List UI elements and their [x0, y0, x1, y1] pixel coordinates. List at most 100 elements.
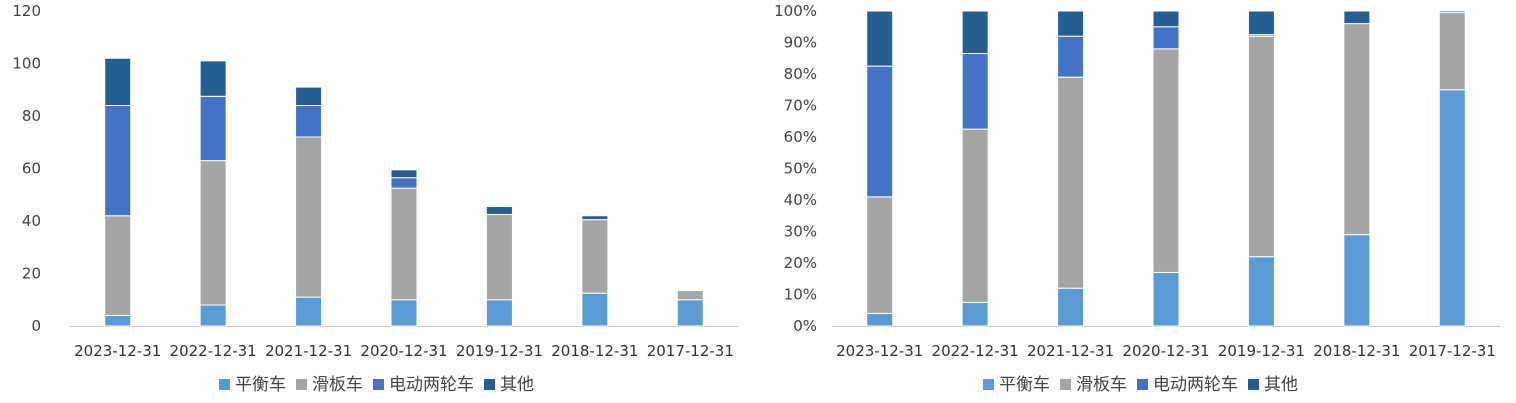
bar-segment-2 [961, 128, 989, 303]
y-tick-label: 50% [784, 160, 817, 178]
x-tick-label: 2018-12-31 [551, 342, 638, 360]
bar-segment-2 [199, 160, 227, 306]
bar-segment-4 [104, 57, 132, 106]
x-tick-label: 2018-12-31 [1313, 342, 1400, 360]
bar-segment-3 [961, 53, 989, 130]
bar-segment-1 [676, 299, 704, 327]
bar-segment-2 [1247, 35, 1275, 258]
x-tick-label: 2022-12-31 [170, 342, 257, 360]
x-tick-label: 2021-12-31 [1027, 342, 1114, 360]
y-tick-label: 80 [22, 107, 41, 125]
y-tick-label: 0 [31, 317, 41, 335]
bar-segment-1 [199, 304, 227, 327]
y-tick-label: 10% [784, 286, 817, 304]
bar-segment-1 [390, 299, 418, 327]
y-tick-label: 60% [784, 128, 817, 146]
bar-segment-1 [1343, 234, 1371, 327]
x-tick-label: 2023-12-31 [74, 342, 161, 360]
legend-label-4: 其他 [1264, 375, 1298, 395]
x-tick-label: 2021-12-31 [265, 342, 352, 360]
legend-label-4: 其他 [500, 375, 534, 395]
bar-segment-1 [1438, 89, 1466, 327]
legend-label-3: 电动两轮车 [389, 375, 474, 395]
legend-swatch-3 [1137, 379, 1148, 390]
x-tick-label: 2020-12-31 [360, 342, 447, 360]
bar-segment-2 [581, 219, 609, 294]
bar-segment-2 [390, 187, 418, 301]
x-tick-label: 2022-12-31 [932, 342, 1019, 360]
y-tick-label: 100% [774, 2, 817, 20]
y-tick-label: 60 [22, 160, 41, 178]
bar-segment-4 [1343, 10, 1371, 25]
x-tick-label: 2023-12-31 [836, 342, 923, 360]
y-tick-label: 90% [784, 34, 817, 52]
bar-segment-2 [1438, 12, 1466, 91]
bar-segment-4 [961, 10, 989, 55]
bar-segment-4 [1438, 10, 1466, 14]
bar-segment-2 [295, 136, 323, 298]
chart-right-percent: 0% 10% 20% 30% 40% 50% 60% 70% 80% 90% 100% 2023-12… [774, 2, 1500, 395]
y-tick-label: 40 [22, 212, 41, 230]
bar-segment-2 [866, 196, 894, 314]
bar-segment-3 [1152, 26, 1180, 50]
x-tick-label: 2017-12-31 [1409, 342, 1496, 360]
y-tick-label: 30% [784, 223, 817, 241]
bar-segment-2 [1343, 23, 1371, 236]
bar-segment-1 [866, 312, 894, 327]
legend-swatch-2 [296, 379, 307, 390]
bar-segment-3 [104, 105, 132, 217]
bar-segment-4 [295, 86, 323, 106]
y-tick-label: 100 [12, 55, 41, 73]
y-tick-label: 120 [12, 2, 41, 20]
bar-segment-3 [866, 65, 894, 198]
y-tick-label: 70% [784, 97, 817, 115]
legend-label-1: 平衡车 [235, 375, 286, 395]
bar-segment-1 [295, 296, 323, 327]
bar-segment-4 [390, 169, 418, 179]
bar-segment-3 [390, 177, 418, 189]
legend-swatch-4 [484, 379, 495, 390]
legend-swatch-3 [373, 379, 384, 390]
bar-segment-2 [1057, 76, 1085, 289]
x-tick-label: 2017-12-31 [647, 342, 734, 360]
x-tick-label: 2019-12-31 [456, 342, 543, 360]
y-tick-label: 20% [784, 254, 817, 272]
bar-segment-2 [1152, 48, 1180, 273]
bar-segment-4 [1247, 10, 1275, 36]
legend-label-3: 电动两轮车 [1153, 375, 1238, 395]
legend-label-1: 平衡车 [999, 375, 1050, 395]
legend-swatch-1 [983, 379, 994, 390]
legend-swatch-4 [1248, 379, 1259, 390]
bar-segment-1 [1057, 287, 1085, 327]
bar-segment-1 [1152, 271, 1180, 327]
bar-segment-4 [1057, 10, 1085, 37]
y-tick-label: 80% [784, 65, 817, 83]
bar-segment-4 [199, 60, 227, 97]
y-tick-label: 40% [784, 191, 817, 209]
y-tick-label: 0% [793, 317, 817, 335]
bar-segment-1 [104, 315, 132, 327]
bar-segment-3 [1057, 35, 1085, 78]
bar-segment-4 [485, 206, 513, 215]
bar-segment-1 [1247, 256, 1275, 327]
bar-segment-3 [199, 95, 227, 162]
bar-segment-2 [485, 213, 513, 301]
bar-segment-3 [295, 105, 323, 138]
x-tick-label: 2019-12-31 [1218, 342, 1305, 360]
bar-segment-1 [581, 292, 609, 327]
y-tick-label: 20 [22, 265, 41, 283]
bar-segment-4 [581, 215, 609, 221]
legend-label-2: 滑板车 [312, 375, 363, 395]
legend-swatch-1 [219, 379, 230, 390]
bar-segment-2 [676, 290, 704, 301]
bar-segment-4 [1152, 10, 1180, 28]
bar-segment-1 [961, 301, 989, 327]
chart-left-absolute: 0 20 40 60 80 100 120 2023-12-31 2022-12-31 2021-… [12, 2, 738, 395]
bar-segment-2 [104, 215, 132, 316]
legend-swatch-2 [1060, 379, 1071, 390]
legend-label-2: 滑板车 [1076, 375, 1127, 395]
bar-segment-4 [866, 10, 894, 67]
x-tick-label: 2020-12-31 [1122, 342, 1209, 360]
bar-segment-1 [485, 299, 513, 327]
